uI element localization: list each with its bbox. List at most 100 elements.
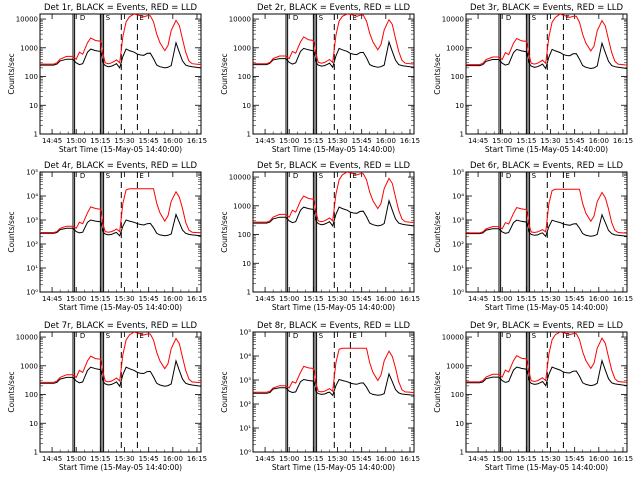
x-tick-label: 16:00	[589, 137, 609, 145]
x-axis-label: Start Time (15-May-05 14:40:00)	[272, 145, 395, 154]
y-tick-label: 10	[29, 420, 38, 428]
plot-frame	[39, 13, 202, 135]
x-tick-label: 14:45	[468, 295, 488, 303]
y-tick-label: 1	[460, 131, 464, 139]
y-tick-label: 1000	[446, 44, 464, 52]
chart-title: Det 7r, BLACK = Events, RED = LLD	[44, 321, 198, 331]
event-marker-label: E	[352, 332, 356, 340]
y-tick-label: 10²	[26, 241, 38, 249]
x-tick-label: 14:45	[255, 137, 275, 145]
event-marker-label: E	[352, 172, 356, 180]
event-marker-label: S	[319, 172, 324, 180]
y-axis-label: Counts/sec	[7, 53, 16, 94]
chart-title: Det 6r, BLACK = Events, RED = LLD	[470, 161, 624, 171]
events-series-line	[253, 372, 414, 397]
x-tick-label: 15:00	[492, 137, 512, 145]
y-tick-label: 1	[247, 131, 251, 139]
y-tick-label: 10¹	[26, 265, 38, 273]
y-axis-label: Counts/sec	[433, 53, 442, 94]
x-tick-label: 15:00	[492, 295, 512, 303]
event-marker-label: S	[532, 14, 537, 22]
x-tick-label: 15:45	[565, 295, 585, 303]
event-marker-label: S	[106, 332, 111, 340]
lld-series-line	[466, 188, 627, 234]
x-tick-label: 14:45	[42, 137, 62, 145]
event-marker-label: E	[565, 172, 569, 180]
x-tick-label: 15:45	[139, 295, 159, 303]
x-tick-label: 16:00	[589, 455, 609, 463]
y-tick-label: 10²	[239, 401, 251, 409]
event-marker-label: E	[139, 172, 143, 180]
y-tick-label: 10²	[452, 241, 464, 249]
x-tick-label: 14:45	[42, 295, 62, 303]
y-tick-label: 10000	[16, 16, 38, 24]
y-tick-label: 10000	[442, 16, 464, 24]
y-tick-label: 1000	[446, 362, 464, 370]
chart-title: Det 1r, BLACK = Events, RED = LLD	[44, 3, 198, 13]
y-tick-label: 1	[460, 449, 464, 457]
event-marker-label: E	[352, 14, 356, 22]
event-marker-label: S	[532, 332, 537, 340]
plot-frame	[465, 13, 628, 135]
y-tick-label: 100	[25, 391, 38, 399]
x-tick-label: 15:30	[327, 137, 347, 145]
lld-series-line	[40, 188, 201, 234]
y-tick-label: 1000	[20, 362, 38, 370]
y-tick-label: 10000	[229, 174, 251, 182]
y-tick-label: 1	[34, 131, 38, 139]
event-marker-label: D	[293, 172, 298, 180]
events-series-line	[253, 198, 414, 228]
event-marker-label: D	[506, 172, 511, 180]
y-tick-label: 10	[242, 102, 251, 110]
events-series-line	[466, 358, 627, 387]
event-marker-label: D	[80, 14, 85, 22]
x-tick-label: 15:00	[279, 455, 299, 463]
y-axis-label: Counts/sec	[7, 371, 16, 412]
event-marker-label: D	[293, 14, 298, 22]
y-axis-label: Counts/sec	[220, 211, 229, 252]
y-tick-label: 10000	[16, 334, 38, 342]
x-axis-label: Start Time (15-May-05 14:40:00)	[485, 303, 608, 312]
chart-panel: Det 7r, BLACK = Events, RED = LLD 1 10 100 1…	[7, 321, 207, 472]
y-tick-label: 10⁵	[452, 169, 464, 177]
x-tick-label: 15:30	[114, 137, 134, 145]
event-marker-label: S	[319, 332, 324, 340]
y-axis-label: Counts/sec	[220, 53, 229, 94]
y-tick-label: 10⁴	[239, 353, 251, 361]
chart-title: Det 9r, BLACK = Events, RED = LLD	[470, 321, 624, 331]
x-tick-label: 15:30	[327, 455, 347, 463]
x-tick-label: 15:15	[90, 295, 110, 303]
event-marker-label: S	[106, 172, 111, 180]
x-axis-label: Start Time (15-May-05 14:40:00)	[485, 145, 608, 154]
x-tick-label: 14:45	[42, 455, 62, 463]
event-marker-label: E	[139, 14, 143, 22]
x-tick-label: 15:00	[279, 137, 299, 145]
chart-title: Det 4r, BLACK = Events, RED = LLD	[44, 161, 198, 171]
x-tick-label: 16:15	[400, 295, 420, 303]
x-tick-label: 16:00	[376, 455, 396, 463]
y-tick-label: 10	[455, 102, 464, 110]
chart-title: Det 8r, BLACK = Events, RED = LLD	[257, 321, 411, 331]
y-axis-label: Counts/sec	[7, 211, 16, 252]
x-tick-label: 15:30	[114, 455, 134, 463]
plot-frame	[252, 171, 415, 293]
event-marker-label: E	[565, 332, 569, 340]
chart-panel: Det 4r, BLACK = Events, RED = LLD 10⁰ 10¹ 1…	[7, 161, 207, 312]
x-axis-label: Start Time (15-May-05 14:40:00)	[272, 463, 395, 472]
event-marker-label: D	[506, 332, 511, 340]
x-tick-label: 15:00	[66, 137, 86, 145]
event-marker-label: D	[80, 332, 85, 340]
events-series-line	[253, 40, 414, 69]
x-tick-label: 16:15	[613, 295, 633, 303]
event-marker-label: S	[532, 172, 537, 180]
y-axis-label: Counts/sec	[433, 371, 442, 412]
y-tick-label: 10⁴	[452, 193, 464, 201]
y-tick-label: 1000	[20, 44, 38, 52]
x-tick-label: 15:15	[90, 137, 110, 145]
plot-frame	[39, 331, 202, 453]
x-tick-label: 15:15	[303, 137, 323, 145]
events-series-line	[40, 40, 201, 70]
x-tick-label: 15:15	[90, 455, 110, 463]
x-tick-label: 15:15	[516, 137, 536, 145]
chart-panel: Det 3r, BLACK = Events, RED = LLD 1 10 100 1…	[433, 3, 633, 154]
